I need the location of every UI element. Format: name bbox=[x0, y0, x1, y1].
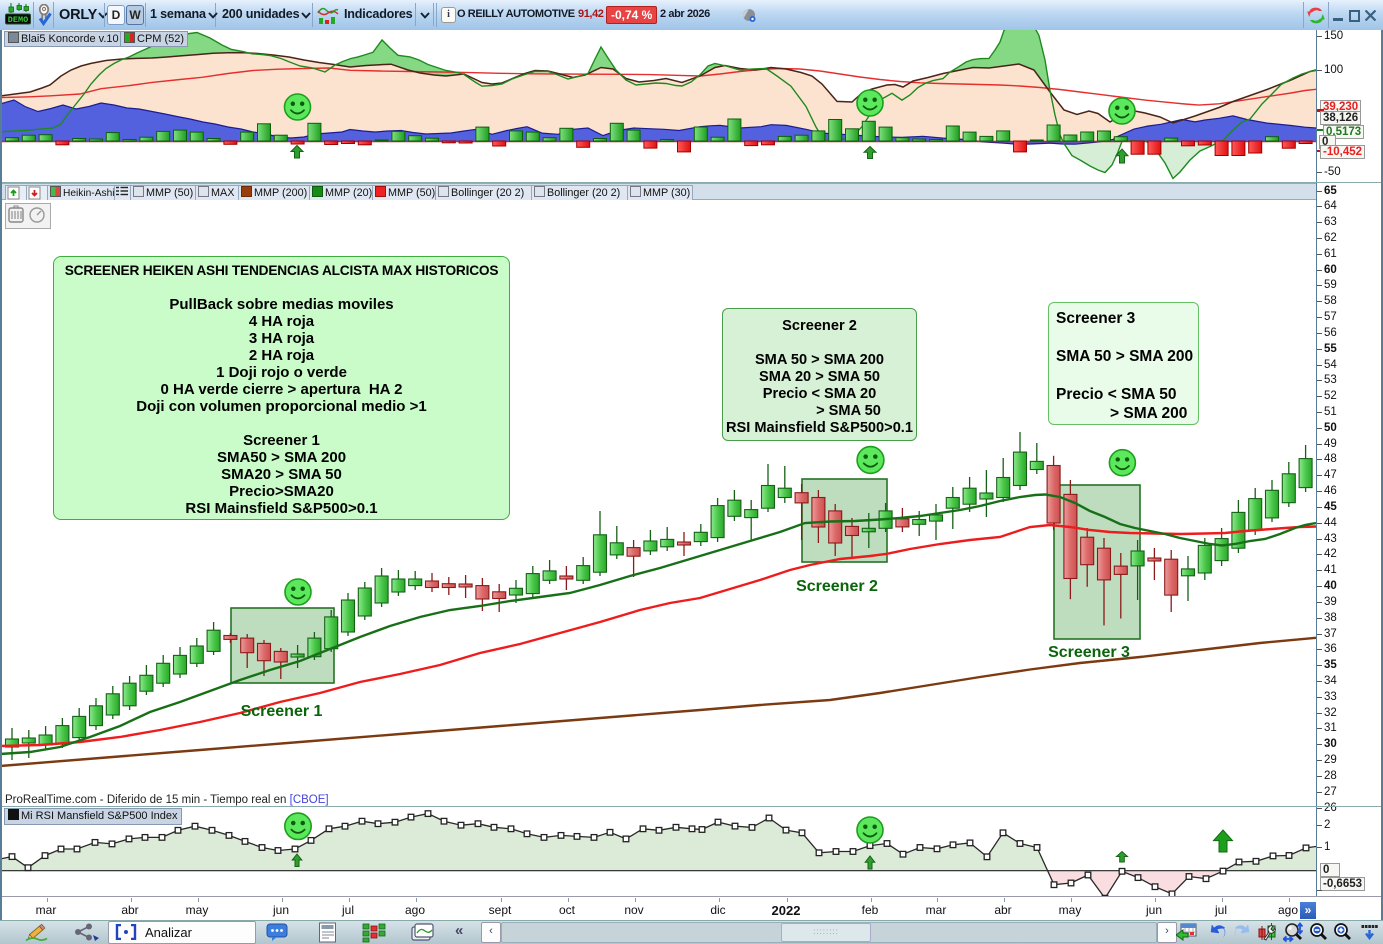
svg-text:Screener 2: Screener 2 bbox=[796, 578, 878, 595]
svg-text:Screener 1: Screener 1 bbox=[241, 703, 323, 720]
svg-text:Screener 3: Screener 3 bbox=[1048, 644, 1130, 661]
svg-text:DEMO: DEMO bbox=[8, 15, 28, 25]
